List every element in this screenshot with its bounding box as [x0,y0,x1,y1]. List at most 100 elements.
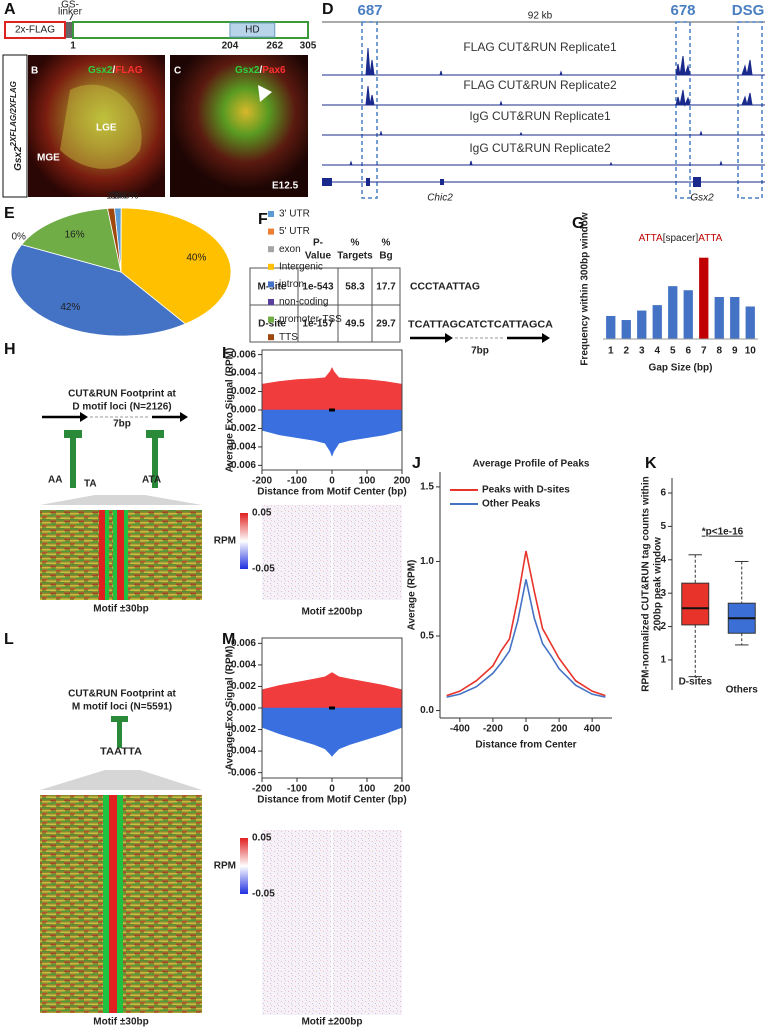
table-header: Targets [337,251,373,262]
region-box [675,21,691,199]
signal-track [322,47,765,76]
heatmap-band [117,795,123,1013]
slice-label: 16% [65,229,85,240]
signal-area [261,672,403,709]
stain-label: Gsx2/FLAG [88,65,143,76]
y-axis-label: RPM-normalized CUT&RUN tag counts within [641,476,652,692]
slice-label: 42% [60,302,80,313]
bar [606,315,616,339]
heatmap-label: Motif ±200bp [301,1017,362,1028]
y-tick-label: 0.004 [231,660,256,671]
y-axis-label: Average (RPM) [407,560,418,631]
y-axis-label: Average Exo Signal (RPM) [225,348,236,473]
box [681,582,710,626]
legend-label: exon [279,244,301,255]
construct: 2x-FLAG GS- linker HD 1 204 262 305 [4,0,317,52]
y-tick-label: 0.006 [231,349,256,360]
table-cell: 1e-157 [302,319,334,330]
color-bar-label: 0.05 [252,833,272,844]
tissue [60,84,142,169]
heatmap-band [99,510,105,600]
footprint-title: D motif loci (N=2126) [72,402,171,413]
table-cell: 58.3 [345,282,365,293]
legend-label: Intergenic [279,261,323,272]
panel-label: J [412,455,421,472]
table-cell: D-site [258,319,286,330]
zoom-wedge [40,495,202,505]
flag-box [4,21,66,39]
bar [652,305,662,339]
panel-label: G [572,215,584,232]
gene-label: Gsx2 [690,193,714,204]
domain-box [229,22,276,38]
heatmap-label: Motif ±30bp [93,1017,148,1028]
title-part: ATTA [698,233,722,244]
linker-label: linker [58,7,83,18]
table-header: % [351,238,360,249]
legend-swatch [268,263,274,270]
x-tick-label: 100 [359,784,376,795]
x-tick-label: 200 [394,476,411,487]
linker-pointer [69,13,74,21]
heatmap-band [113,510,117,600]
y-tick-label: 1 [660,655,666,666]
x-tick-label: -200 [252,784,272,795]
y-tick-label: -0.002 [228,423,257,434]
legend-swatch [268,228,274,235]
y-tick-label: -0.004 [228,442,257,453]
region-box [737,21,763,199]
color-bar [240,513,248,569]
arrowhead [542,333,550,343]
y-tick-label: 0.002 [231,681,256,692]
x-axis-label: Distance from Motif Center (bp) [257,795,406,806]
x-tick-label: 0 [329,476,335,487]
track-name: FLAG CUT&RUN Replicate2 [463,78,617,92]
footprint-title: M motif loci (N=5591) [72,702,172,713]
heatmap-band [105,510,109,600]
legend-swatch [268,316,274,323]
region-label: 678 [670,2,695,19]
bar [745,306,755,339]
legend-label: promoter-TSS [279,314,342,325]
center-mark [329,706,335,710]
bar [699,257,709,339]
region-box [361,21,378,199]
footprint-title: CUT&RUN Footprint at [68,389,176,400]
panel-label: F [258,211,268,228]
signal-track [322,130,765,136]
bar [683,290,693,339]
pie-slice [107,207,122,273]
pie-slice [120,207,232,325]
heatmap-band [103,795,109,1013]
legend-label: TTS [279,332,298,343]
panel-label: K [645,455,657,472]
scale-label: 92 kb [528,11,553,22]
track-name: IgG CUT&RUN Replicate1 [469,109,611,123]
x-axis-label: Distance from Center [475,740,576,751]
region-label: 687 [357,2,382,19]
color-bar-label: 0.05 [252,508,272,519]
heatmap-label: Motif ±200bp [301,607,362,618]
legend-label: 5' UTR [279,226,310,237]
x-tick-label: Others [726,685,759,696]
slice-label: 0% [11,232,26,243]
legend-label: intron [279,279,304,290]
chart-title: ATTA[spacer]ATTA [639,233,723,244]
series-line [446,579,606,698]
x-tick-label: 6 [685,346,691,357]
legend-label: Peaks with D-sites [482,485,570,496]
legend-label: 3' UTR [279,209,310,220]
x-tick-label: 0 [329,784,335,795]
legend-swatch [268,246,274,253]
y-tick-label: 1.0 [420,556,434,567]
logo-letters: ATA [142,475,161,486]
y-axis-label: Average Exo Signal (RPM) [225,646,236,771]
x-axis-label: Gap Size (bp) [649,363,713,374]
y-tick-label: 6 [660,488,666,499]
domain-label: HD [245,25,259,36]
stain-label: Gsx2/Pax6 [235,65,286,76]
x-tick-label: 1 [608,346,614,357]
y-tick-label: 0.000 [231,405,256,416]
signal-area [261,707,403,757]
